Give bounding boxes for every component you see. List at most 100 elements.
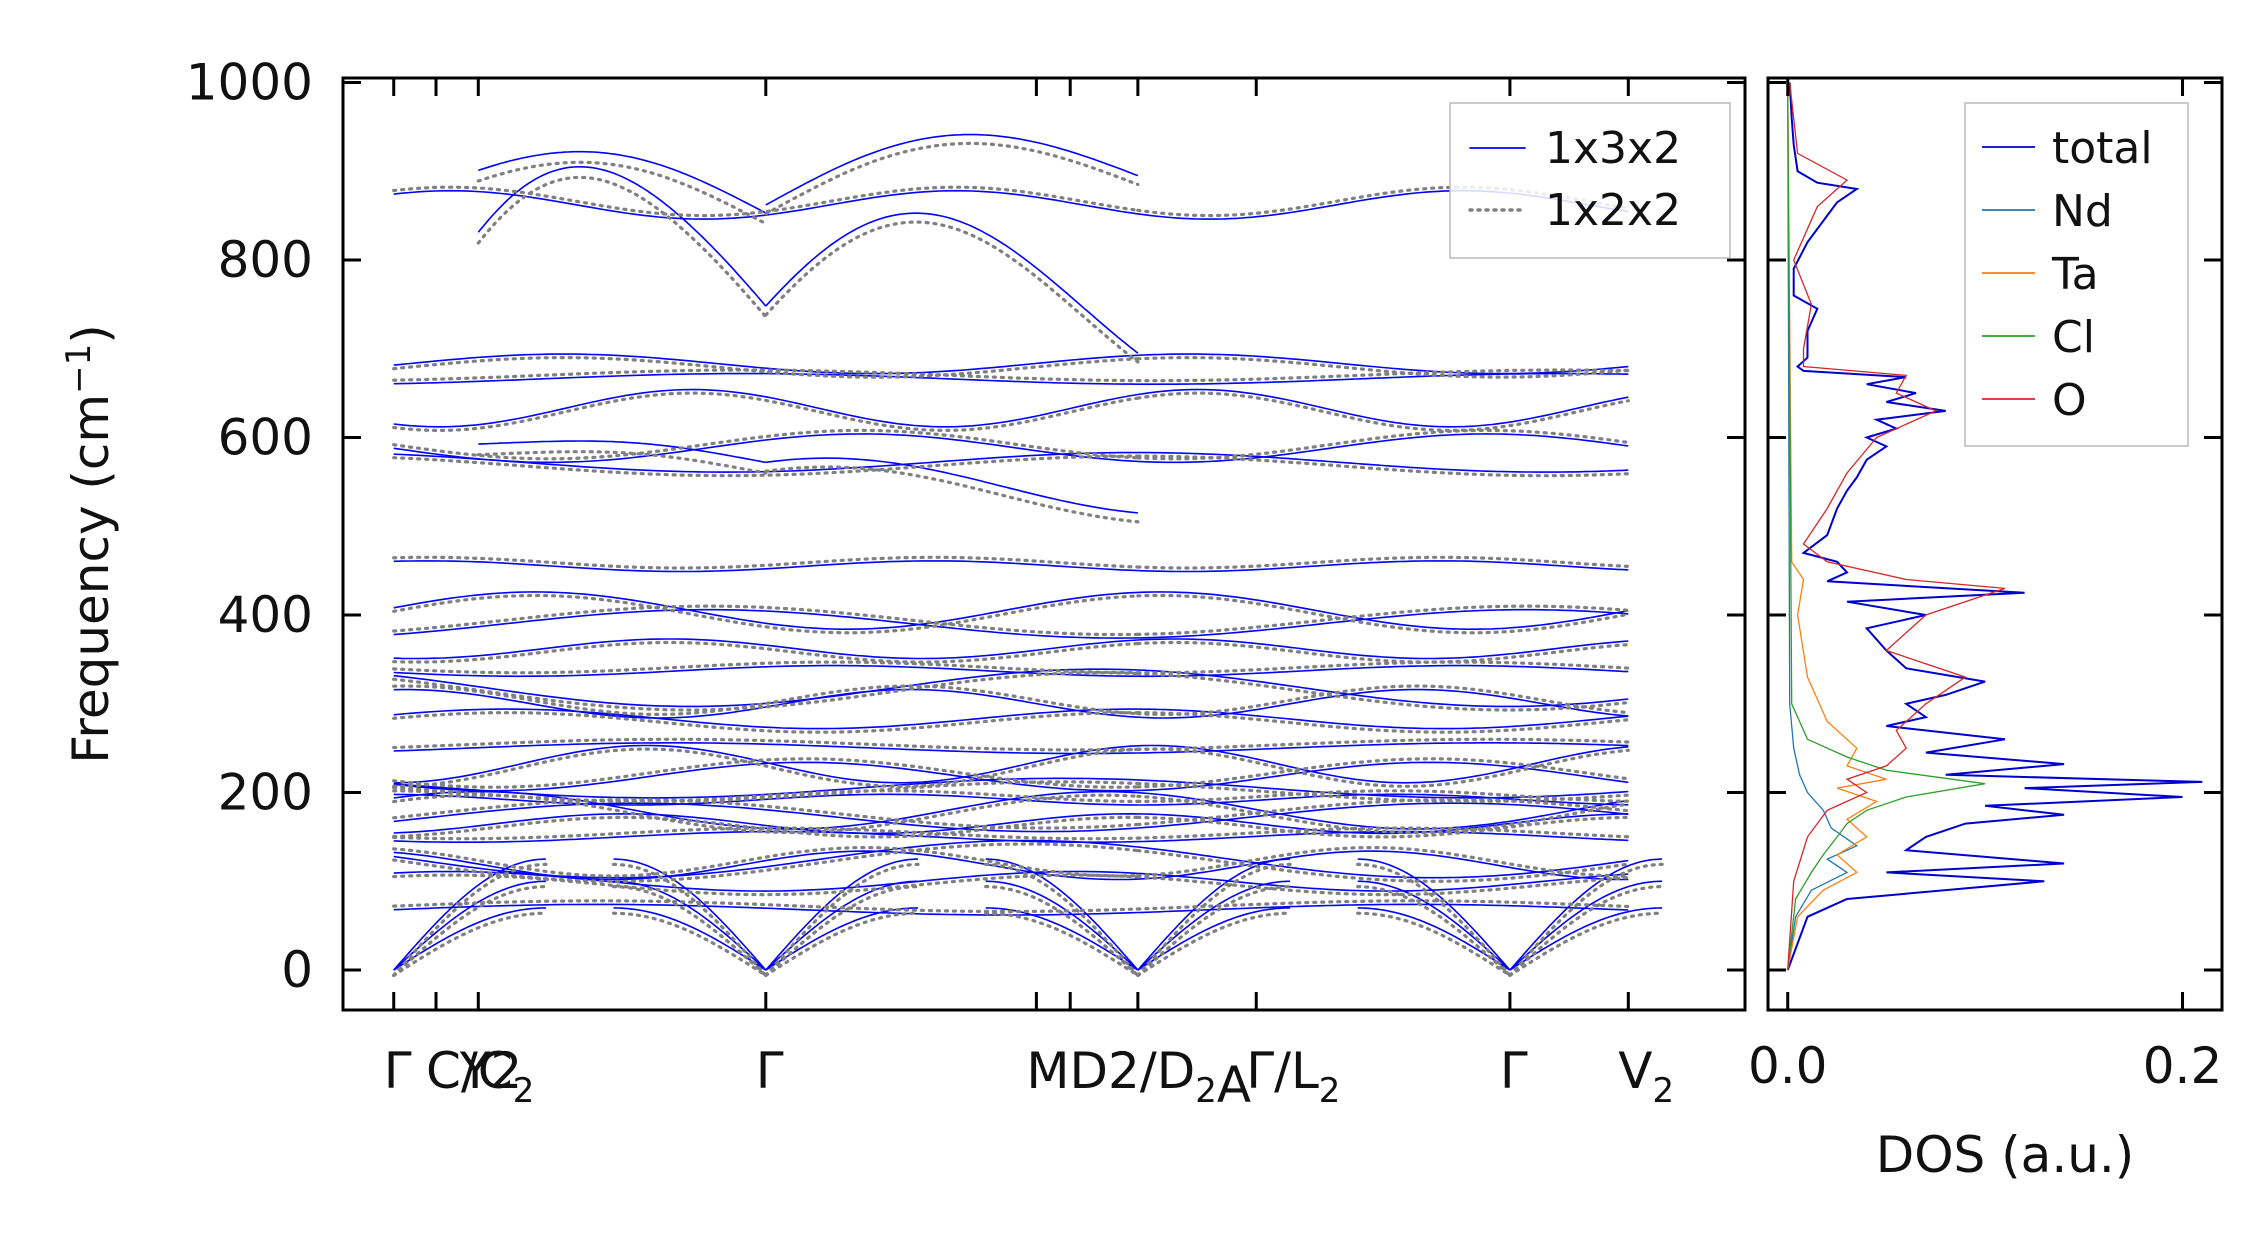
band-line	[477, 166, 767, 307]
band-line	[393, 353, 1138, 375]
kpoint-label-part: V	[1618, 1042, 1652, 1100]
band-line-ref	[392, 842, 1140, 883]
y-axis-title-sup: −1	[59, 344, 99, 394]
dos-legend-label: O	[2052, 375, 2087, 426]
acoustic-branch-ref	[984, 911, 1140, 977]
band-line-ref	[392, 846, 1140, 878]
dos-legend-label: Cl	[2052, 312, 2095, 363]
band-line-ref	[1136, 737, 1630, 751]
band-line	[1137, 688, 1629, 719]
y-tick-label: 1000	[186, 53, 313, 111]
band-line	[1137, 372, 1629, 385]
kpoint-label: MD2/D2A	[1026, 1042, 1251, 1114]
band-line-ref	[1136, 757, 1630, 789]
band-line-ref	[392, 185, 1140, 218]
band-line-ref	[1136, 846, 1630, 878]
band-line	[1137, 761, 1629, 792]
dos-x-axis-title: DOS (a.u.)	[1876, 1126, 2135, 1184]
band-line	[765, 457, 1138, 514]
kpoint-label-sub: 2	[1653, 1071, 1675, 1111]
band-line-ref	[1136, 794, 1630, 835]
band-line	[393, 850, 1138, 881]
band-legend-label: 1x3x2	[1545, 123, 1681, 174]
band-line	[393, 664, 1138, 678]
kpoint-label-sub: 2	[1319, 1071, 1341, 1111]
kpoint-label: Γ	[384, 1042, 412, 1100]
acoustic-branch	[985, 880, 1139, 971]
band-line-ref	[1136, 899, 1630, 911]
kpoint-label-part: Γ	[384, 1042, 412, 1100]
band-line	[393, 744, 1138, 784]
band-line-ref	[1136, 660, 1630, 675]
kpoint-label-part: C	[426, 1042, 461, 1100]
acoustic-branch-ref	[1136, 885, 1292, 977]
kpoint-label-part: Γ	[1500, 1042, 1528, 1100]
acoustic-branch	[1357, 880, 1511, 971]
band-line-ref	[1136, 875, 1630, 897]
band-line-ref	[392, 711, 1140, 734]
dos-axes-frame	[1766, 76, 2224, 1012]
band-line-ref	[764, 220, 1140, 364]
acoustic-branch-ref	[1136, 911, 1292, 977]
acoustic-branch	[1509, 858, 1663, 971]
acoustic-branch	[613, 880, 767, 971]
band-line	[393, 638, 1138, 660]
band-line-ref	[764, 141, 1140, 216]
kpoint-label-part: /C	[461, 1042, 513, 1100]
kpoint-label: V2	[1618, 1042, 1674, 1111]
band-line-ref	[1136, 747, 1630, 788]
band-line	[1137, 846, 1629, 879]
dos-legend-label: Nd	[2052, 186, 2113, 237]
band-legend-label: 1x2x2	[1545, 185, 1681, 236]
dos-curve-o	[1787, 82, 2006, 971]
band-line-ref	[392, 826, 1140, 841]
band-line	[393, 903, 1138, 916]
kpoint-label-sub: 2	[513, 1071, 535, 1111]
band-line	[393, 870, 1138, 892]
band-line-ref	[392, 684, 1140, 716]
band-line-ref	[1136, 356, 1630, 379]
acoustic-branch-ref	[984, 862, 1140, 977]
band-line-ref	[1136, 555, 1630, 570]
acoustic-branch	[1357, 858, 1511, 971]
band-line	[393, 433, 1138, 464]
band-legend-frame	[1449, 102, 1731, 259]
band-axes-frame	[341, 76, 1747, 1012]
band-line	[1137, 744, 1629, 784]
band-line	[1137, 433, 1629, 464]
band-line-ref	[1136, 684, 1630, 716]
dos-curve-total	[1786, 82, 2203, 971]
kpoint-label: C/C2	[426, 1042, 534, 1111]
band-line	[1137, 850, 1629, 881]
band-line	[478, 440, 766, 464]
band-line-ref	[1136, 640, 1630, 664]
acoustic-branch-ref	[612, 862, 768, 977]
y-axis-title: Frequency (cm−1)	[59, 324, 120, 764]
dos-x-tick-label: 0.0	[1748, 1037, 1828, 1095]
kpoint-label-part: Γ	[1246, 1042, 1274, 1100]
band-line-ref	[1136, 849, 1630, 883]
band-line-ref	[392, 757, 1140, 789]
acoustic-branch-ref	[984, 885, 1140, 977]
acoustic-branch	[393, 858, 546, 971]
kpoint-label-part: A	[1217, 1056, 1251, 1114]
acoustic-branch-ref	[1356, 862, 1512, 977]
dos-x-tick-label: 0.2	[2143, 1037, 2223, 1095]
band-line	[478, 150, 767, 214]
band-line	[393, 761, 1138, 792]
kpoint-label-part: Γ	[756, 1042, 784, 1100]
kpoint-label-sub: 2	[1195, 1071, 1217, 1111]
kpoint-label-part: 2	[1108, 1042, 1140, 1100]
y-tick-label: 600	[218, 408, 313, 466]
band-line-ref	[392, 815, 1140, 839]
band-line-ref	[1136, 711, 1630, 734]
band-line-ref	[476, 160, 768, 226]
acoustic-branch	[1357, 907, 1511, 971]
acoustic-branch	[1137, 858, 1291, 971]
acoustic-branch-ref	[764, 911, 920, 977]
band-line	[1137, 388, 1629, 428]
y-axis-title-main: Frequency (cm	[62, 394, 120, 764]
y-tick-label: 400	[218, 586, 313, 644]
